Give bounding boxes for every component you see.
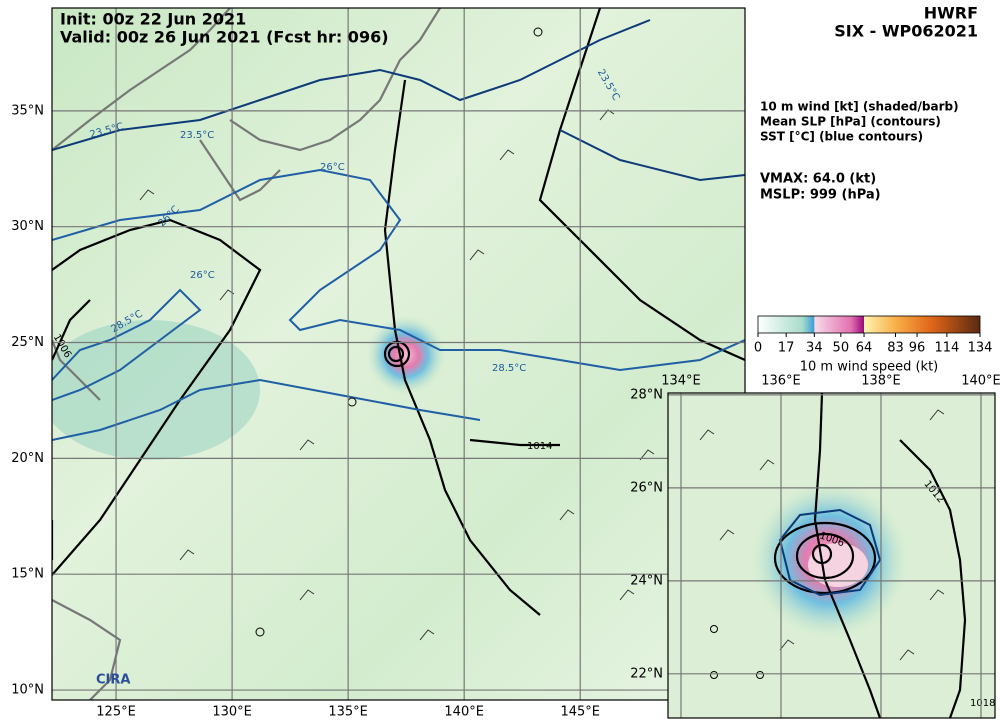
colorbar-tick-label: 134 xyxy=(968,341,993,356)
city-marker xyxy=(756,671,764,679)
legend-line: Mean SLP [hPa] (contours) xyxy=(760,115,941,129)
pressure-contour xyxy=(811,543,833,565)
sst-contour xyxy=(52,19,745,182)
colorbar-tick-label: 83 xyxy=(887,341,904,356)
colorbar-tick-label: 96 xyxy=(909,341,926,356)
colorbar-tick-label: 0 xyxy=(754,341,762,356)
lat-tick-label: 25°N xyxy=(11,335,44,350)
map-frame xyxy=(667,392,996,719)
lat-tick-label: 15°N xyxy=(11,567,44,582)
colorbar-tick-label: 17 xyxy=(778,341,795,356)
main-map: 23.5°C 23.5°C 23.5°C 26°C 26°C 26°C 28.5… xyxy=(51,7,746,701)
colorbar-tick-label: 34 xyxy=(806,341,823,356)
lat-tick-label: 20°N xyxy=(11,451,44,466)
contour-label: 26°C xyxy=(320,162,345,173)
lon-tick-label: 130°E xyxy=(212,705,252,720)
lat-tick-label: 10°N xyxy=(11,683,44,698)
pressure-contour xyxy=(52,8,745,616)
city-marker xyxy=(710,625,718,633)
model-name: HWRF xyxy=(924,4,978,23)
contour-label: 1018 xyxy=(970,698,995,709)
wind-barbs xyxy=(139,109,655,641)
inset-map: 1006 1012 1018 xyxy=(667,392,996,719)
sst-contour xyxy=(778,508,882,597)
colorbar-tick-label: 50 xyxy=(833,341,850,356)
vmax: VMAX: 64.0 (kt) xyxy=(760,172,876,187)
lat-tick-label: 28°N xyxy=(630,387,663,402)
colorbar xyxy=(757,315,981,334)
pressure-contour xyxy=(773,521,877,595)
lon-tick-label: 136°E xyxy=(761,374,801,389)
lon-tick-label: 138°E xyxy=(861,374,901,389)
mslp: MSLP: 999 (hPa) xyxy=(760,188,881,203)
coastline xyxy=(52,8,441,700)
colorbar-label: 10 m wind speed (kt) xyxy=(800,360,939,375)
wind-shade xyxy=(52,320,260,460)
map-frame xyxy=(51,7,746,701)
contour-label: 1014 xyxy=(527,441,552,452)
legend-line: SST [°C] (blue contours) xyxy=(760,130,923,144)
colorbar-tick-label: 64 xyxy=(856,341,873,356)
pressure-contour xyxy=(795,532,855,580)
map-layers: 23.5°C 23.5°C 23.5°C 26°C 26°C 26°C 28.5… xyxy=(52,8,745,700)
lat-tick-label: 24°N xyxy=(630,573,663,588)
colorbar-tick-label: 114 xyxy=(934,341,959,356)
lon-tick-label: 135°E xyxy=(328,705,368,720)
city-marker xyxy=(533,27,543,37)
lat-tick-label: 26°N xyxy=(630,480,663,495)
storm-name: SIX - WP062021 xyxy=(834,22,978,41)
logo: CIRA xyxy=(96,673,130,688)
lat-tick-label: 22°N xyxy=(630,666,663,681)
pressure-contour xyxy=(813,393,967,718)
contour-label: 26°C xyxy=(190,270,215,281)
lon-tick-label: 140°E xyxy=(444,705,484,720)
wind-barbs xyxy=(699,409,945,661)
lon-tick-label: 134°E xyxy=(661,374,701,389)
lat-tick-label: 35°N xyxy=(11,103,44,118)
grid xyxy=(52,8,745,700)
colorbar-ticks: 0 17 34 50 64 83 96 114 134 xyxy=(754,333,993,356)
contour-label: 23.5°C xyxy=(180,130,214,141)
storm-wind-shade xyxy=(366,315,446,395)
valid-time: Valid: 00z 26 Jun 2021 (Fcst hr: 096) xyxy=(60,28,389,47)
init-time: Init: 00z 22 Jun 2021 xyxy=(60,10,246,29)
sst-contour xyxy=(52,168,745,441)
lat-tick-label: 30°N xyxy=(11,219,44,234)
pressure-contour xyxy=(387,345,405,363)
side-panel: HWRF SIX - WP062021 10 m wind [kt] (shad… xyxy=(11,4,1000,720)
city-marker xyxy=(710,671,718,679)
legend-line: 10 m wind [kt] (shaded/barb) xyxy=(760,100,959,114)
lon-tick-label: 140°E xyxy=(961,374,1000,389)
lon-tick-label: 145°E xyxy=(560,705,600,720)
contour-label: 28.5°C xyxy=(492,363,526,374)
grid xyxy=(668,393,995,718)
lon-tick-label: 125°E xyxy=(96,705,136,720)
city-marker xyxy=(255,627,265,637)
